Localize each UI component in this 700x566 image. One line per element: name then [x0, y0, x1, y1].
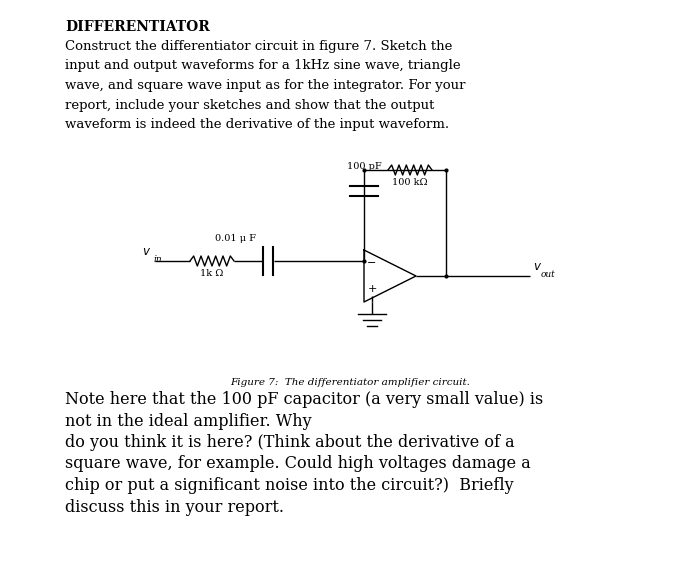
Text: $v$: $v$	[142, 245, 151, 258]
Text: −: −	[368, 258, 377, 268]
Text: Note here that the 100 pF capacitor (a very small value) is: Note here that the 100 pF capacitor (a v…	[65, 391, 543, 408]
Text: $v$: $v$	[533, 260, 542, 273]
Text: chip or put a significant noise into the circuit?)  Briefly: chip or put a significant noise into the…	[65, 477, 514, 494]
Text: 100 kΩ: 100 kΩ	[392, 178, 428, 187]
Text: waveform is indeed the derivative of the input waveform.: waveform is indeed the derivative of the…	[65, 118, 449, 131]
Text: in: in	[154, 255, 162, 264]
Text: Construct the differentiator circuit in figure 7. Sketch the: Construct the differentiator circuit in …	[65, 40, 452, 53]
Text: input and output waveforms for a 1kHz sine wave, triangle: input and output waveforms for a 1kHz si…	[65, 59, 461, 72]
Text: 100 pF: 100 pF	[346, 162, 382, 171]
Text: discuss this in your report.: discuss this in your report.	[65, 499, 284, 516]
Text: Figure 7:  The differentiator amplifier circuit.: Figure 7: The differentiator amplifier c…	[230, 378, 470, 387]
Text: do you think it is here? (Think about the derivative of a: do you think it is here? (Think about th…	[65, 434, 514, 451]
Text: +: +	[368, 284, 377, 294]
Text: out: out	[541, 270, 556, 279]
Text: not in the ideal amplifier. Why: not in the ideal amplifier. Why	[65, 413, 312, 430]
Text: 1k Ω: 1k Ω	[200, 269, 224, 278]
Text: 0.01 μ F: 0.01 μ F	[215, 234, 256, 243]
Text: square wave, for example. Could high voltages damage a: square wave, for example. Could high vol…	[65, 456, 531, 473]
Text: DIFFERENTIATOR: DIFFERENTIATOR	[65, 20, 210, 34]
Text: wave, and square wave input as for the integrator. For your: wave, and square wave input as for the i…	[65, 79, 466, 92]
Text: report, include your sketches and show that the output: report, include your sketches and show t…	[65, 98, 435, 112]
